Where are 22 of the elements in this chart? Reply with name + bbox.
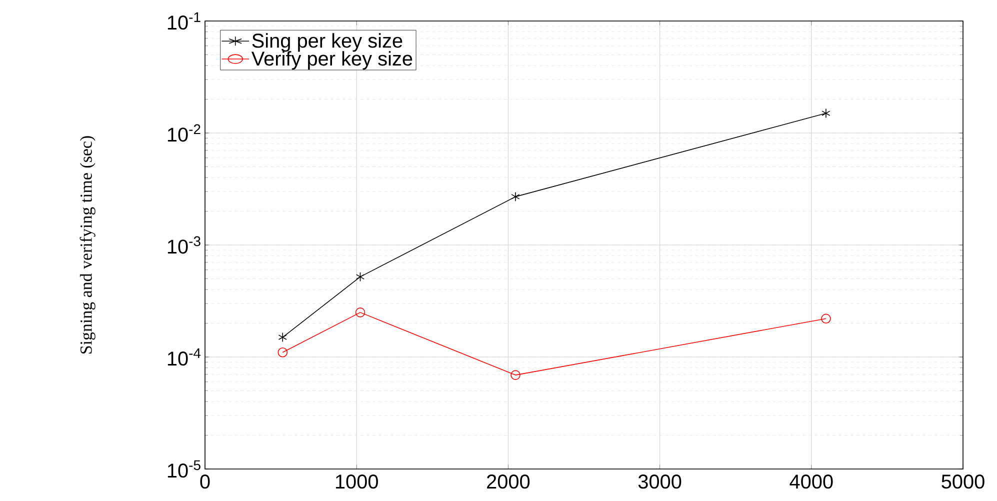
y-tick-label: 10$^{-2}$ xyxy=(168,124,200,142)
legend-label: Sing per key size xyxy=(252,33,402,52)
y-tick-label: 10$^{-5}$ xyxy=(168,460,200,478)
y-tick-label: 10$^{-4}$ xyxy=(168,348,201,366)
x-tick-label: 3000 xyxy=(638,474,682,489)
point xyxy=(822,108,830,118)
point xyxy=(278,347,288,358)
y-tick-label: 10$^{-3}$ xyxy=(168,236,200,254)
point xyxy=(511,192,520,202)
x-tick-label: 2000 xyxy=(487,474,530,489)
x-tick-label: 1000 xyxy=(336,474,378,489)
point xyxy=(278,332,287,342)
legend-label: Verify per key size xyxy=(251,51,412,70)
point xyxy=(355,308,366,318)
point xyxy=(356,272,365,282)
y-tick-label: 10$^{-1}$ xyxy=(168,12,200,30)
x-tick-label: 4000 xyxy=(790,474,833,489)
x-tick-label: 0 xyxy=(200,474,210,489)
point xyxy=(510,370,520,380)
x-tick-label: 5000 xyxy=(942,474,984,489)
y-axis-title: Signing and verifying time (sec) xyxy=(80,136,96,354)
point xyxy=(821,314,831,324)
